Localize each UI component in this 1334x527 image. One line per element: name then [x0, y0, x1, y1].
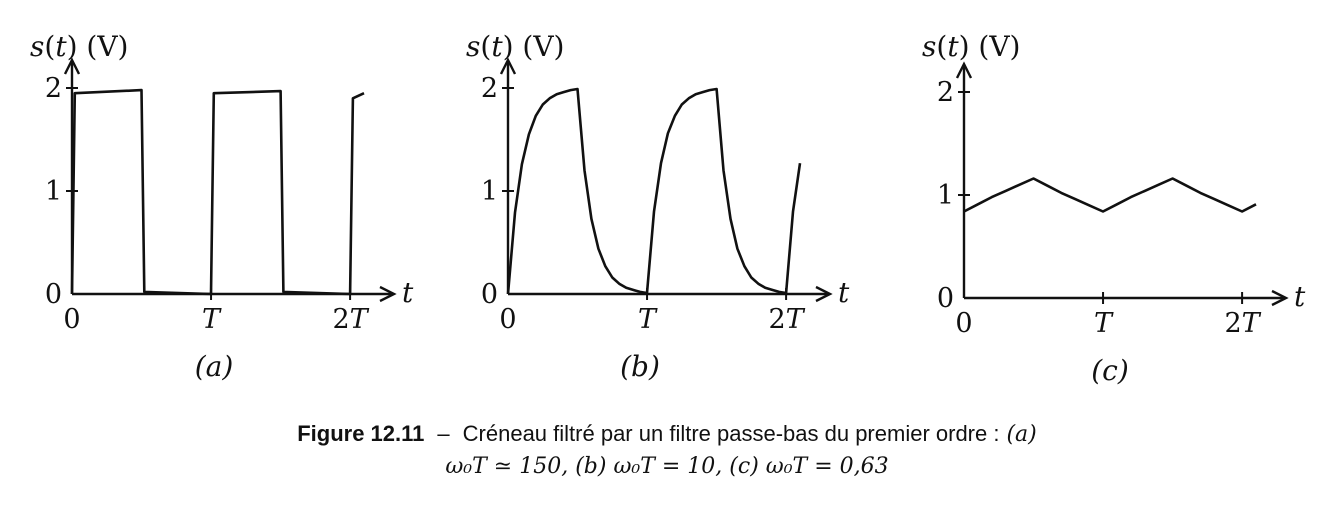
caption-separator: – [431, 421, 455, 446]
x-tick-label: T [1094, 308, 1114, 339]
caption-item-b-label: (b) [575, 454, 606, 479]
caption-text: Créneau filtré par un filtre passe-bas d… [463, 421, 1000, 446]
caption-line-1: Figure 12.11 – Créneau filtré par un fil… [0, 418, 1334, 451]
caption-item-c-label: (c) [729, 454, 759, 479]
figure-caption: Figure 12.11 – Créneau filtré par un fil… [0, 418, 1334, 483]
x-tick-label: 0 [63, 304, 80, 335]
panel-label: (a) [195, 350, 234, 383]
x-axis-label: t [402, 276, 414, 309]
panel-b: 0 T 2T 0 1 2 s(t) (V) t (b) [466, 30, 850, 383]
x-axis-label: t [1294, 280, 1306, 313]
y-tick-label: 2 [937, 77, 954, 108]
y-tick-label: 0 [481, 279, 498, 310]
caption-label: Figure 12.11 [297, 421, 424, 446]
y-tick-label: 1 [45, 176, 62, 207]
series-line [964, 179, 1256, 212]
y-tick-label: 1 [481, 176, 498, 207]
x-tick-label: 2T [1224, 308, 1261, 339]
x-tick-label: T [202, 304, 222, 335]
caption-item-a-label: (a) [1006, 422, 1036, 447]
y-axis-label: s(t) (V) [922, 30, 1020, 63]
x-tick-label: 0 [499, 304, 516, 335]
y-axis-label: s(t) (V) [30, 30, 128, 63]
y-tick-label: 1 [937, 180, 954, 211]
panel-label: (b) [620, 350, 660, 383]
x-tick-label: 2T [768, 304, 805, 335]
x-tick-label: T [638, 304, 658, 335]
x-axis-label: t [838, 276, 850, 309]
panel-label: (c) [1091, 354, 1129, 387]
caption-item-a-math: ω₀T ≃ 150, [445, 454, 568, 479]
x-tick-label: 2T [332, 304, 369, 335]
panel-c: 0 T 2T 0 1 2 s(t) (V) t (c) [922, 30, 1306, 387]
caption-item-b-math: ω₀T = 10, [613, 454, 722, 479]
caption-line-2: ω₀T ≃ 150, (b) ω₀T = 10, (c) ω₀T = 0,63 [0, 451, 1334, 483]
x-tick-label: 0 [955, 308, 972, 339]
y-tick-label: 2 [481, 73, 498, 104]
series-line [72, 90, 364, 294]
caption-item-c-math: ω₀T = 0,63 [766, 454, 889, 479]
y-tick-label: 2 [45, 73, 62, 104]
y-axis-label: s(t) (V) [466, 30, 564, 63]
y-tick-label: 0 [45, 279, 62, 310]
series-line [508, 89, 800, 294]
y-tick-label: 0 [937, 283, 954, 314]
panel-a: 0 T 2T 0 1 2 s(t) (V) t (a) [30, 30, 414, 383]
